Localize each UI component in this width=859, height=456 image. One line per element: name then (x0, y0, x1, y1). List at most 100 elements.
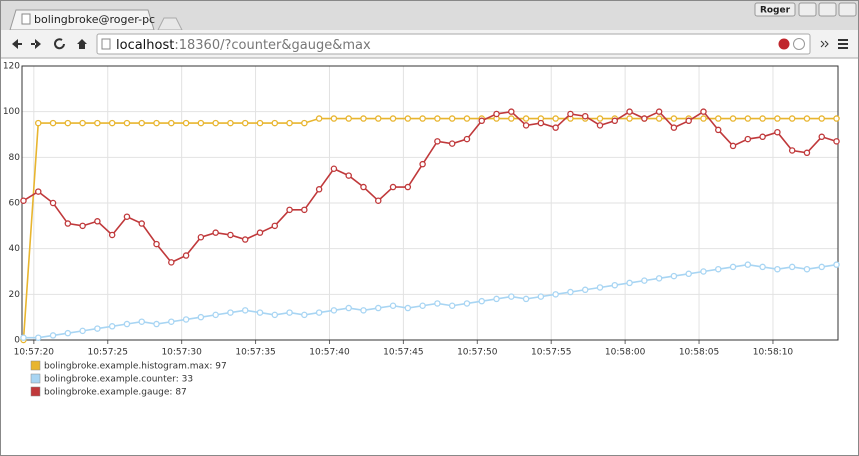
data-point (389, 302, 397, 309)
data-point (493, 110, 500, 118)
data-point (419, 115, 426, 122)
data-point (419, 302, 426, 309)
data-point (626, 115, 633, 122)
data-point (241, 307, 249, 314)
data-point (375, 115, 382, 122)
data-point (79, 222, 86, 230)
user-badge[interactable] (754, 2, 796, 17)
data-point (655, 115, 663, 122)
data-point (788, 115, 796, 122)
data-point (345, 172, 352, 179)
x-tick-label: 10:57:40 (309, 348, 350, 358)
home-button[interactable] (77, 39, 87, 49)
data-point (404, 115, 412, 122)
data-point (552, 124, 559, 131)
data-point (182, 119, 190, 127)
minimize-button[interactable] (798, 2, 817, 17)
data-point (641, 277, 648, 284)
legend-label: bolingbroke.example.gauge: 87 (44, 388, 187, 398)
star-icon[interactable] (793, 38, 805, 50)
reload-button[interactable] (54, 38, 65, 50)
data-point (700, 115, 707, 122)
chart: 0 20 40 60 80 100 120 10:57:20 10:57:25 10:57:30 1… (3, 62, 840, 398)
data-point (241, 236, 249, 243)
data-point (670, 124, 678, 131)
data-point (286, 119, 293, 127)
x-tick-label: 10:57:45 (383, 348, 423, 358)
data-point (463, 135, 471, 143)
data-point (345, 115, 352, 122)
data-point (138, 220, 145, 227)
data-point (434, 300, 441, 307)
data-point (818, 263, 825, 271)
overflow-button[interactable] (820, 40, 829, 48)
data-point (759, 115, 766, 122)
data-point (227, 231, 234, 239)
data-point (330, 165, 338, 172)
data-point (522, 122, 530, 129)
y-tick-label: 80 (9, 153, 21, 163)
data-point (64, 220, 72, 227)
data-point (138, 318, 145, 325)
data-point (803, 265, 811, 273)
y-tick-label: 120 (3, 62, 20, 72)
data-point (508, 115, 515, 122)
data-point (434, 138, 441, 145)
data-point (818, 133, 825, 141)
legend-label: bolingbroke.example.counter: 33 (44, 375, 193, 385)
close-button[interactable] (838, 2, 857, 17)
data-point (94, 218, 101, 225)
data-point (626, 279, 633, 287)
back-button[interactable] (12, 39, 22, 49)
legend-swatch (30, 360, 41, 371)
data-point (286, 309, 293, 316)
data-point (448, 115, 456, 122)
maximize-button[interactable] (818, 2, 837, 17)
data-point (670, 115, 678, 122)
data-point (774, 115, 781, 122)
data-point (94, 119, 101, 127)
data-point (463, 115, 471, 122)
data-point (744, 115, 752, 122)
data-point (596, 122, 604, 129)
address-bar[interactable] (96, 33, 811, 55)
data-point (315, 309, 323, 316)
data-point (360, 183, 367, 191)
data-point (315, 115, 323, 122)
data-point (759, 133, 766, 141)
data-point (655, 108, 663, 115)
data-point (700, 268, 707, 275)
data-point (774, 265, 781, 273)
data-point (567, 110, 574, 118)
data-point (744, 135, 752, 143)
data-point (330, 307, 338, 314)
data-point (655, 275, 663, 282)
data-point (803, 149, 811, 157)
data-point (271, 311, 279, 319)
menu-button[interactable] (838, 39, 848, 49)
data-point (448, 302, 456, 309)
url: localhost:18360/?counter&gauge&max (116, 38, 371, 53)
data-point (168, 259, 175, 266)
data-point (729, 263, 737, 271)
data-point (35, 334, 42, 341)
x-tick-label: 10:57:30 (161, 348, 202, 358)
data-point (123, 320, 131, 328)
data-point (700, 108, 707, 115)
tab-icon (21, 13, 31, 25)
legend-label: bolingbroke.example.histogram.max: 97 (44, 362, 227, 372)
data-point (389, 115, 397, 122)
url-rest: :18360/?counter&gauge&max (174, 38, 371, 53)
data-point (537, 293, 545, 300)
data-point (197, 233, 205, 241)
data-point (818, 115, 825, 122)
data-point (271, 119, 279, 127)
extension-icon[interactable] (778, 38, 790, 50)
x-tick-label: 10:58:05 (679, 348, 719, 358)
forward-button[interactable] (31, 39, 41, 49)
data-point (212, 311, 219, 319)
data-point (153, 240, 160, 248)
data-point (729, 142, 737, 150)
data-point (508, 108, 515, 115)
